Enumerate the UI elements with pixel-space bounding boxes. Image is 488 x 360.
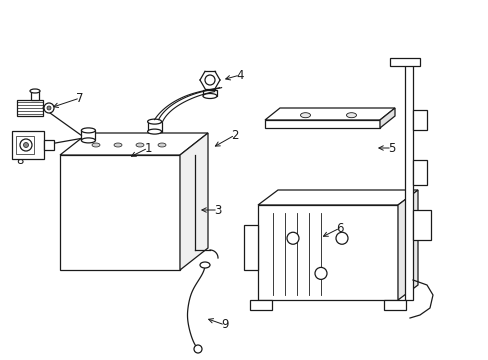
Ellipse shape [147,129,161,134]
Text: 8: 8 [16,153,23,166]
Bar [258,205,397,300]
Circle shape [47,106,51,110]
Bar [412,160,426,185]
Circle shape [286,232,298,244]
Bar [404,60,412,300]
Circle shape [20,139,32,151]
Circle shape [335,232,347,244]
Ellipse shape [114,143,122,147]
Ellipse shape [147,119,161,124]
Ellipse shape [158,143,165,147]
Bar [203,90,217,96]
Text: 5: 5 [387,141,395,154]
Circle shape [204,75,215,85]
Bar [412,110,426,130]
Circle shape [194,345,202,353]
Bar [31,91,39,100]
Circle shape [23,143,28,148]
Text: 9: 9 [221,319,228,332]
Ellipse shape [200,262,209,268]
Polygon shape [397,190,417,300]
Bar [383,300,405,310]
Polygon shape [60,133,207,155]
Bar [81,130,95,140]
Text: 3: 3 [214,203,221,216]
Text: 7: 7 [76,91,83,104]
Bar [412,210,430,240]
Ellipse shape [30,89,40,93]
Bar [147,122,161,132]
Circle shape [44,103,54,113]
Bar [264,120,379,128]
Ellipse shape [203,94,217,99]
Ellipse shape [81,138,95,143]
Ellipse shape [92,143,100,147]
Polygon shape [379,108,394,128]
Bar [12,131,44,159]
Text: 1: 1 [144,141,151,154]
Polygon shape [264,108,394,120]
Text: 2: 2 [231,129,238,141]
Bar [16,136,34,154]
Circle shape [314,267,326,279]
Text: 4: 4 [236,68,243,81]
Bar [389,58,419,66]
Polygon shape [180,133,207,270]
Text: 6: 6 [336,221,343,234]
Bar [249,300,271,310]
Ellipse shape [81,128,95,133]
Polygon shape [258,190,417,205]
Ellipse shape [346,113,356,118]
Ellipse shape [300,113,310,118]
Bar [60,155,180,270]
Bar [244,225,258,270]
Bar [17,100,43,116]
Bar [44,140,54,150]
Ellipse shape [136,143,143,147]
